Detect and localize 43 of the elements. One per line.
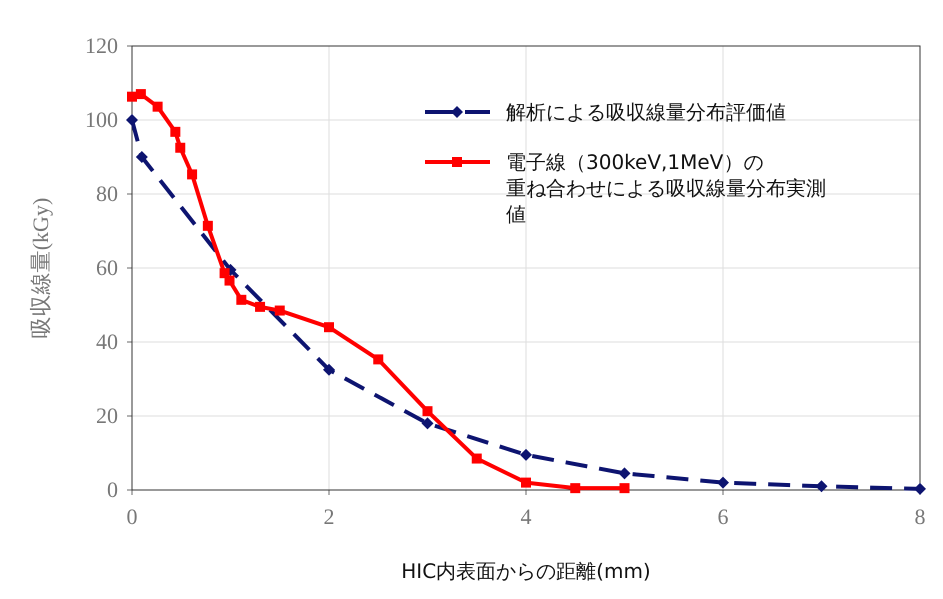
- point: [136, 151, 148, 163]
- point: [373, 354, 384, 364]
- x-tick-label: 0: [126, 504, 138, 529]
- y-axis-title: 吸収線量(kGy): [28, 198, 53, 338]
- y-tick-label: 100: [85, 107, 118, 132]
- y-tick-label: 40: [96, 329, 118, 354]
- y-tick-label: 0: [107, 477, 118, 502]
- point: [187, 169, 198, 180]
- y-tick-label: 60: [96, 255, 118, 280]
- point: [914, 482, 926, 495]
- point: [152, 102, 163, 112]
- x-tick-label: 8: [914, 504, 926, 529]
- y-tick-label: 80: [96, 181, 118, 206]
- point: [520, 448, 532, 461]
- point: [236, 294, 246, 305]
- point: [620, 483, 630, 494]
- y-tick-label: 120: [85, 33, 118, 58]
- point: [717, 476, 729, 489]
- point: [324, 322, 334, 332]
- x-axis-title: HIC内表面からの距離(mm): [401, 559, 651, 583]
- point: [127, 92, 137, 102]
- point: [816, 480, 828, 492]
- point: [422, 417, 434, 430]
- point: [255, 302, 266, 312]
- point: [570, 483, 580, 494]
- point: [422, 406, 432, 416]
- point: [274, 306, 285, 316]
- point: [323, 364, 335, 376]
- x-tick-label: 2: [324, 504, 334, 529]
- legend-label: 電子線（300keV,1MeV）の重ね合わせによる吸収線量分布実測値: [506, 150, 826, 226]
- point: [126, 114, 138, 126]
- point: [136, 89, 146, 100]
- point: [472, 454, 482, 464]
- point: [175, 142, 186, 153]
- point: [224, 276, 235, 286]
- x-tick-label: 4: [520, 504, 532, 529]
- y-tick-label: 20: [96, 403, 118, 428]
- point: [521, 478, 531, 488]
- x-tick-label: 6: [718, 504, 728, 529]
- legend-label: 解析による吸収線量分布評価値: [506, 100, 786, 124]
- point: [618, 467, 630, 480]
- point: [202, 220, 213, 231]
- point: [170, 126, 180, 137]
